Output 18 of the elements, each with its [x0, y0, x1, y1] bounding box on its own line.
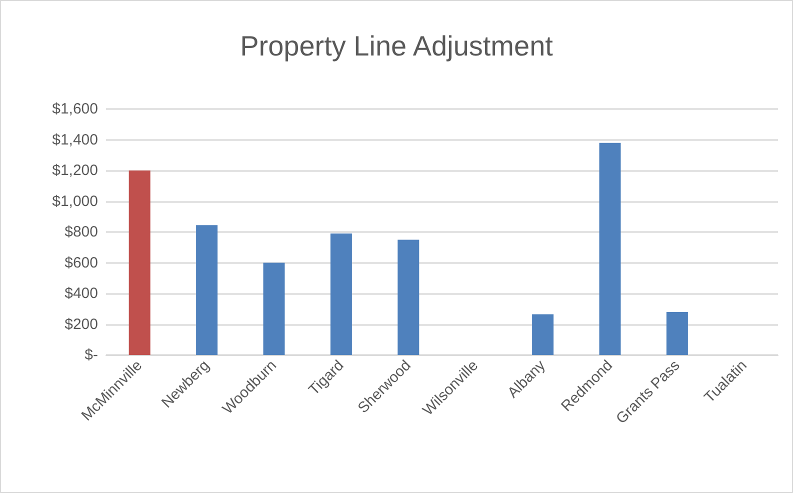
bar [599, 142, 621, 355]
bar [196, 225, 218, 355]
y-tick-label: $1,000 [52, 192, 98, 210]
y-tick-label: $1,200 [52, 162, 98, 179]
bar [263, 262, 285, 355]
bar [532, 314, 554, 355]
y-tick-label: $600 [64, 254, 98, 272]
y-tick-label: $1,600 [52, 100, 98, 118]
y-tick-label: $- [84, 346, 98, 364]
bar [128, 170, 150, 355]
bar [330, 234, 352, 355]
bar [398, 240, 420, 355]
y-tick-label: $400 [64, 285, 98, 302]
y-tick-label: $800 [64, 224, 98, 240]
chart-title: Property Line Adjustment [240, 30, 554, 62]
bar [666, 312, 688, 355]
y-tick-label: $200 [64, 316, 98, 333]
y-tick-label: $1,400 [52, 131, 98, 148]
